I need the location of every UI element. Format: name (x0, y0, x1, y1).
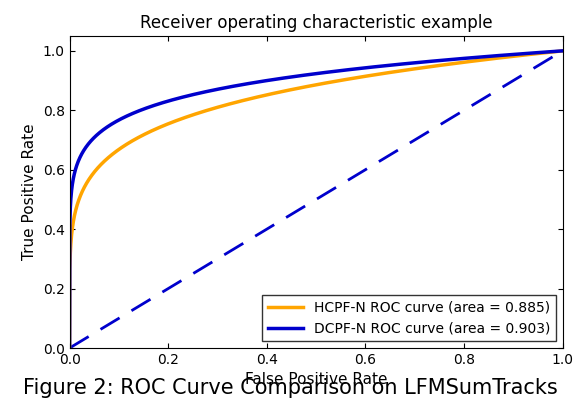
Legend: HCPF-N ROC curve (area = 0.885), DCPF-N ROC curve (area = 0.903): HCPF-N ROC curve (area = 0.885), DCPF-N … (262, 295, 556, 341)
DCPF-N ROC curve (area = 0.903) (306, 72, 313, 77)
HCPF-N ROC curve (area = 0.885) (545, 50, 552, 55)
DCPF-N ROC curve (area = 0.903) (91, 134, 98, 139)
Line: DCPF-N ROC curve (area = 0.903): DCPF-N ROC curve (area = 0.903) (70, 51, 563, 348)
HCPF-N ROC curve (area = 0.885) (91, 169, 98, 174)
HCPF-N ROC curve (area = 0.885) (306, 84, 313, 88)
DCPF-N ROC curve (area = 0.903) (545, 50, 552, 54)
DCPF-N ROC curve (area = 0.903) (454, 56, 461, 61)
HCPF-N ROC curve (area = 0.885) (293, 86, 300, 91)
HCPF-N ROC curve (area = 0.885) (454, 61, 461, 66)
Y-axis label: True Positive Rate: True Positive Rate (22, 124, 37, 260)
DCPF-N ROC curve (area = 0.903) (66, 346, 73, 350)
Line: HCPF-N ROC curve (area = 0.885): HCPF-N ROC curve (area = 0.885) (70, 51, 563, 348)
HCPF-N ROC curve (area = 0.885) (66, 346, 73, 350)
Text: Figure 2: ROC Curve Comparison on LFMSumTracks: Figure 2: ROC Curve Comparison on LFMSum… (23, 378, 557, 398)
HCPF-N ROC curve (area = 0.885) (559, 48, 566, 53)
HCPF-N ROC curve (area = 0.885) (545, 50, 552, 55)
X-axis label: False Positive Rate: False Positive Rate (245, 372, 387, 388)
Title: Receiver operating characteristic example: Receiver operating characteristic exampl… (140, 14, 492, 32)
DCPF-N ROC curve (area = 0.903) (559, 48, 566, 53)
DCPF-N ROC curve (area = 0.903) (545, 50, 552, 54)
DCPF-N ROC curve (area = 0.903) (293, 74, 300, 79)
